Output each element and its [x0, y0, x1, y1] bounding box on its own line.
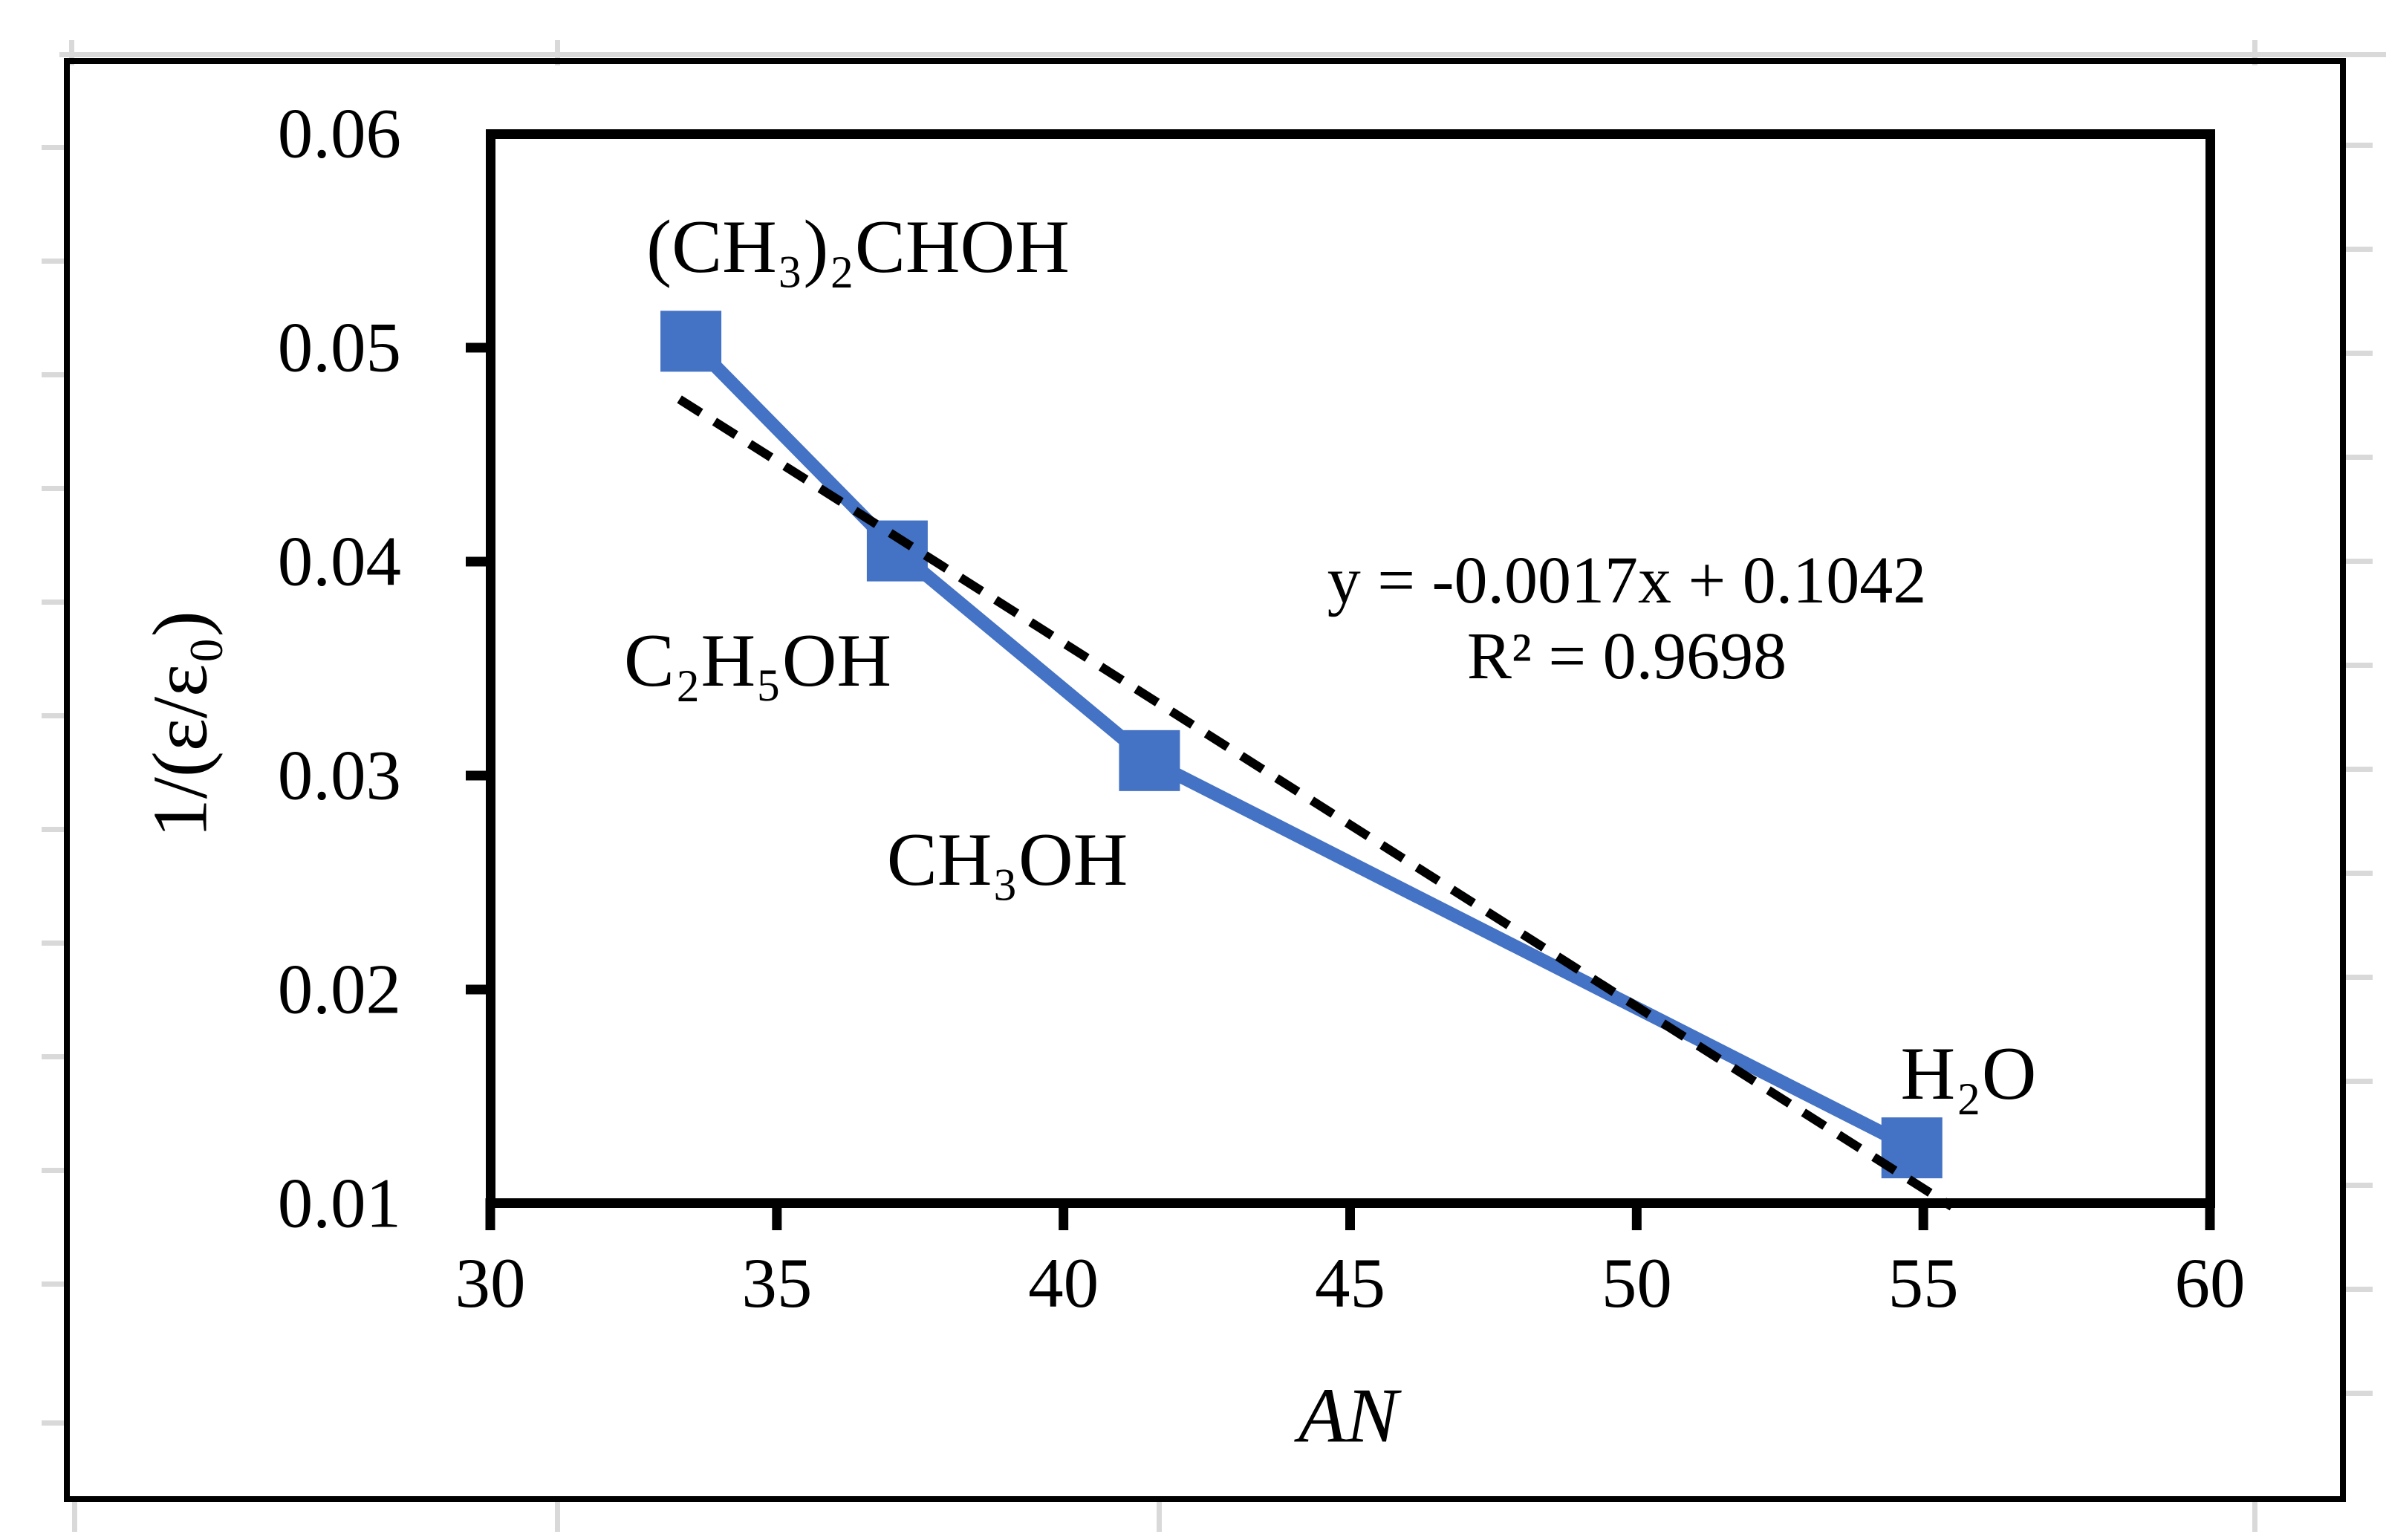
point-label-isopropanol: (CH₃)₂CHOH — [646, 205, 1070, 289]
y-tick-label: 0.01 — [277, 1163, 401, 1243]
data-point-marker — [660, 311, 722, 372]
y-tick-label: 0.06 — [277, 94, 401, 173]
x-tick-label: 40 — [1028, 1244, 1099, 1322]
y-tick-label: 0.05 — [277, 308, 401, 387]
gridline-artifact — [2346, 247, 2373, 252]
gridline-artifact — [2346, 1183, 2373, 1188]
gridline-artifact — [2346, 975, 2373, 980]
x-tick-label: 45 — [1315, 1244, 1385, 1322]
gridline-artifact — [42, 486, 68, 491]
gridline-artifact — [2346, 871, 2373, 876]
x-tick-label: 50 — [1601, 1244, 1672, 1322]
gridline-artifact — [42, 600, 68, 605]
gridline-artifact — [42, 145, 68, 150]
data-line — [686, 337, 1915, 1154]
gridline-artifact — [2252, 1502, 2257, 1532]
data-point-marker — [866, 520, 928, 582]
x-tick-label: 60 — [2174, 1244, 2246, 1322]
gridline-artifact — [555, 1502, 560, 1532]
gridline-artifact — [2346, 1391, 2373, 1396]
gridline-artifact — [2252, 40, 2257, 65]
gridline-artifact — [2346, 455, 2373, 460]
gridline-artifact — [2346, 1287, 2373, 1292]
gridline-artifact — [42, 713, 68, 718]
figure-border — [64, 58, 2346, 1502]
gridline-artifact — [2346, 143, 2373, 148]
point-label-ethanol: C₂H₅OH — [623, 619, 892, 703]
gridline-artifact — [42, 827, 68, 832]
y-tick-label: 0.02 — [277, 949, 401, 1029]
x-axis-title: AN — [1298, 1371, 1399, 1459]
gridline-artifact — [42, 1054, 68, 1059]
plot-area-frame — [486, 129, 2215, 1208]
y-tick-label: 0.04 — [277, 522, 401, 601]
point-label-methanol: CH₃OH — [886, 818, 1128, 902]
x-tick-label: 35 — [741, 1244, 813, 1322]
gridline-artifact — [1157, 1502, 1162, 1532]
gridline-artifact — [2346, 559, 2373, 564]
gridline-artifact — [2346, 663, 2373, 668]
y-tick-label: 0.03 — [277, 735, 401, 815]
trendline-r-squared: R² = 0.9698 — [1466, 620, 1787, 693]
data-point-marker — [1119, 730, 1180, 791]
gridline-artifact — [72, 1502, 77, 1532]
x-tick-label: 30 — [455, 1244, 526, 1322]
gridline-artifact — [555, 40, 560, 65]
gridline-artifact — [2346, 767, 2373, 772]
gridline-artifact — [42, 940, 68, 946]
gridline-artifact — [59, 52, 2386, 57]
gridline-artifact — [42, 372, 68, 377]
trendline-equation: y = -0.0017x + 0.1042 — [1327, 544, 1927, 617]
x-tick-label: 55 — [1888, 1244, 1959, 1322]
point-label-water: H₂O — [1900, 1032, 2037, 1116]
gridline-artifact — [42, 1168, 68, 1173]
gridline-artifact — [2346, 1079, 2373, 1084]
gridline-artifact — [42, 259, 68, 264]
gridline-artifact — [42, 1420, 68, 1426]
trendline-dashed — [677, 395, 1954, 1211]
y-axis-title: 1/(ε/ε₀) — [136, 611, 224, 838]
gridline-artifact — [2346, 351, 2373, 356]
gridline-artifact — [69, 40, 74, 65]
gridline-artifact — [42, 1281, 68, 1287]
